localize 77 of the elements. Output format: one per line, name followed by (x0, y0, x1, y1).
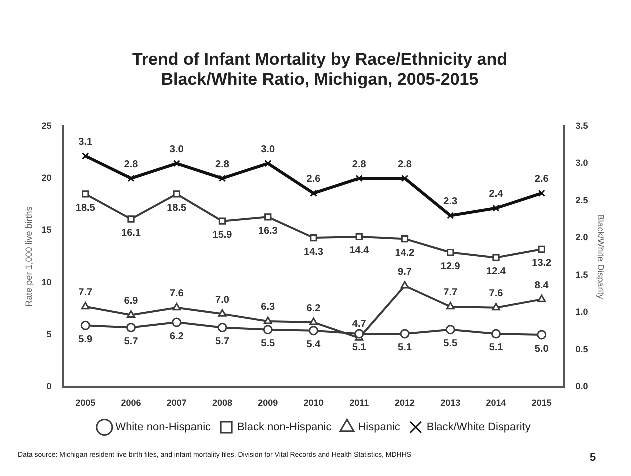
y-tick-label: 5 (46, 330, 52, 340)
data-label: 16.3 (258, 226, 278, 237)
y2-tick-label: 2.5 (576, 195, 588, 206)
data-label: 6.2 (170, 331, 184, 342)
data-label: 14.3 (304, 246, 324, 258)
data-label: 2.8 (216, 159, 230, 170)
x-tick-label: 2006 (121, 398, 142, 408)
data-label: 7.6 (170, 288, 184, 300)
chart-title: Trend of Infant Mortality by Race/Ethnicity and Black/White Ratio, Michigan, 2005-2015 (132, 50, 508, 90)
data-label: 7.7 (444, 288, 458, 299)
x-tick-label: 2008 (212, 398, 233, 408)
y-tick-label: 20 (42, 173, 52, 184)
legend-label: White non-Hispanic (116, 422, 212, 434)
x-tick-label: 2012 (394, 398, 416, 408)
data-label: 3.0 (170, 144, 184, 156)
data-label: 3.1 (78, 136, 94, 148)
data-label: 14.4 (350, 246, 370, 257)
x-tick-label: 2005 (76, 398, 96, 408)
data-label: 2.8 (124, 159, 139, 170)
data-label: 5.4 (306, 340, 322, 351)
data-label: 5.5 (261, 338, 276, 350)
data-label: 5.7 (216, 336, 230, 348)
x-tick-label: 2015 (532, 398, 552, 408)
data-label: 5.5 (444, 338, 458, 350)
y2-tick-label: 3.0 (576, 158, 588, 168)
data-label: 14.2 (395, 248, 416, 259)
data-label: 8.4 (534, 280, 550, 292)
data-label: 6.9 (124, 296, 139, 307)
data-label: 6.3 (261, 302, 276, 314)
y-tick-label: 0 (46, 382, 52, 392)
data-label: 7.6 (489, 288, 504, 300)
data-label: 2.6 (534, 174, 550, 186)
text: 5 (590, 452, 596, 464)
legend-label: Black/White Disparity (426, 422, 532, 434)
data-label: 2.8 (352, 159, 367, 170)
data-label: 18.5 (167, 202, 188, 214)
data-label: 7.0 (216, 294, 230, 306)
data-label: 5.1 (489, 342, 504, 354)
data-label: 2.3 (444, 196, 458, 208)
y2-tick-label: 2.0 (576, 232, 588, 243)
data-label: 3.0 (261, 144, 276, 156)
x-tick-label: 2007 (166, 398, 187, 408)
data-label: 5.1 (352, 342, 367, 354)
y-tick-label: 15 (42, 225, 52, 236)
data-label: 16.1 (122, 228, 142, 239)
y2-tick-label: 0.5 (576, 344, 588, 354)
y2-axis-title: Black/White Disparity (596, 214, 606, 300)
y2-tick-label: 1.0 (576, 307, 588, 318)
data-label: 2.8 (398, 159, 412, 170)
y-axis-title: Rate per 1,000 live births (24, 206, 34, 307)
x-tick-label: 2011 (350, 398, 370, 408)
y2-tick-label: 3.5 (576, 120, 588, 131)
data-label: 6.2 (306, 303, 322, 314)
data-label: 7.7 (78, 288, 94, 299)
data-label: 12.9 (440, 261, 461, 272)
data-label: 2.4 (489, 189, 504, 200)
legend-label: Black non-Hispanic (238, 422, 332, 434)
data-label: 5.0 (534, 344, 550, 355)
x-tick-label: 2014 (486, 398, 506, 408)
data-label: 15.9 (212, 230, 233, 242)
data-label: 18.5 (76, 202, 96, 214)
data-label: 9.7 (398, 266, 412, 278)
data-label: 2.6 (306, 174, 322, 186)
data-label: 5.9 (78, 334, 94, 346)
data-label: 4.7 (352, 318, 367, 330)
x-tick-label: 2013 (440, 398, 461, 408)
data-label: 5.7 (124, 336, 139, 348)
y2-tick-label: 1.5 (576, 270, 588, 280)
data-label: 12.4 (486, 266, 506, 278)
x-tick-label: 2010 (304, 398, 324, 408)
y-tick-label: 25 (42, 120, 52, 131)
y2-tick-label: 0.0 (576, 382, 588, 392)
data-label: 13.2 (532, 258, 552, 270)
data-label: 5.1 (398, 342, 412, 354)
legend-label: Hispanic (358, 422, 401, 434)
y-tick-label: 10 (42, 277, 52, 288)
x-tick-label: 2009 (258, 398, 278, 408)
